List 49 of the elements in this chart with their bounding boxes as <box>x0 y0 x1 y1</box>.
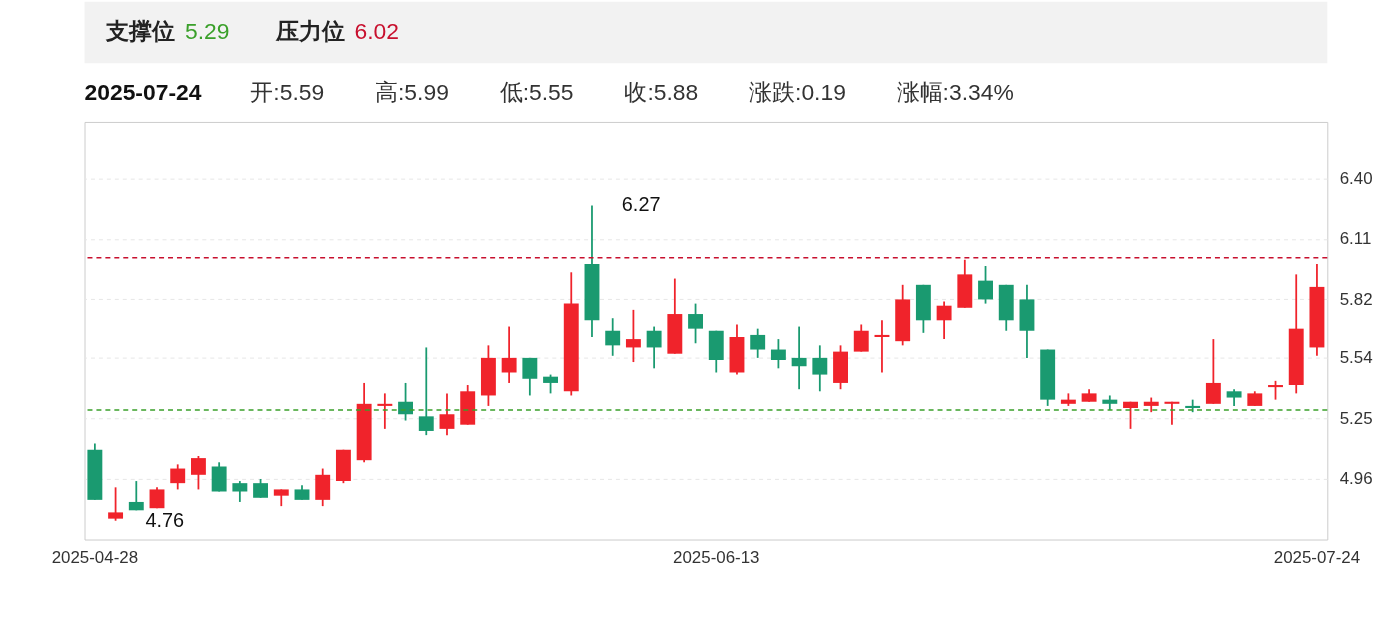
y-tick-label: 5.54 <box>1339 348 1373 368</box>
candlestick <box>646 325 662 370</box>
text: 涨跌:0.19 <box>749 79 846 106</box>
candlestick <box>522 356 538 397</box>
x-tick-label: 2025-06-13 <box>673 547 760 567</box>
candlestick <box>418 346 434 437</box>
candlestick <box>439 392 455 437</box>
candlestick <box>108 486 124 522</box>
y-tick-label: 6.40 <box>1339 168 1373 188</box>
text: 开:5.59 <box>250 79 325 106</box>
annotation: 6.27 <box>621 193 661 216</box>
text: 收:5.88 <box>624 79 699 106</box>
candlestick <box>1123 400 1138 430</box>
text: 压力位 <box>274 18 345 45</box>
candlestick <box>812 344 828 393</box>
x-tick-label: 2025-07-24 <box>1273 547 1361 567</box>
candlestick <box>1268 379 1283 401</box>
candlestick <box>232 480 248 503</box>
candlestick <box>190 455 206 491</box>
text: 低:5.55 <box>499 79 574 106</box>
candlestick <box>170 463 186 491</box>
candlestick <box>128 480 144 512</box>
candlestick <box>770 338 786 370</box>
candlestick <box>377 392 393 430</box>
candlestick <box>853 323 869 353</box>
candlestick <box>605 317 621 357</box>
candlestick <box>625 308 641 363</box>
y-tick-label: 5.82 <box>1339 289 1373 309</box>
candlestick <box>978 265 993 305</box>
text: 涨幅:3.34% <box>896 79 1014 106</box>
text: 支撑位 <box>105 18 176 45</box>
y-tick-label: 6.11 <box>1339 229 1372 249</box>
candlestick <box>750 327 766 359</box>
text: 6.02 <box>354 18 399 45</box>
candlestick <box>543 373 559 395</box>
candlestick <box>874 319 890 374</box>
candlestick <box>501 325 517 384</box>
candlestick <box>1205 338 1221 405</box>
candlestick <box>791 325 807 391</box>
x-tick-label: 2025-04-28 <box>51 547 139 567</box>
y-tick-label: 5.25 <box>1339 408 1373 428</box>
text: 高:5.99 <box>375 79 449 106</box>
candlestick <box>253 478 269 499</box>
y-tick-label: 4.96 <box>1339 469 1373 489</box>
text: 5.29 <box>184 18 230 45</box>
candlestick <box>688 302 703 345</box>
annotation: 4.76 <box>145 508 185 531</box>
text: 2025-07-24 <box>84 79 202 106</box>
candlestick <box>936 300 952 340</box>
